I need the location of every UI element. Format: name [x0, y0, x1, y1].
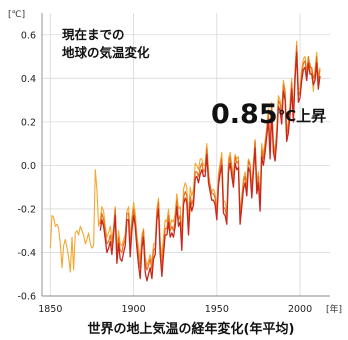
y-tick-label: 0.2 — [21, 117, 36, 128]
x-tick-label: 2000 — [288, 304, 312, 315]
y-tick-label: 0.0 — [21, 161, 36, 172]
axes: -0.6 -0.4 -0.2 0.0 0.2 0.4 0.6 1850 1900 1950 2000 — [17, 13, 330, 315]
y-axis-unit: [℃] — [8, 10, 25, 20]
y-tick-label: 0.4 — [21, 74, 36, 85]
chart-caption: 世界の地上気温の経年変化(年平均) — [88, 321, 295, 337]
rise-annotation-suffix: ℃上昇 — [278, 107, 326, 125]
x-tick-label: 1950 — [205, 304, 229, 315]
x-tick-label: 1850 — [38, 304, 62, 315]
chart-title-line-1: 現在までの — [62, 27, 125, 42]
series-line-3 — [99, 51, 321, 282]
chart-title: 現在までの 地球の気温変化 — [62, 27, 150, 60]
x-axis-unit: [年] — [326, 303, 342, 315]
y-tick-label: -0.4 — [17, 248, 36, 259]
x-tick-label: 1900 — [121, 304, 145, 315]
y-tick-label: -0.6 — [17, 292, 36, 303]
y-tick-label: 0.6 — [21, 30, 36, 41]
grid — [42, 13, 330, 297]
rise-annotation-value: 0.85 — [211, 99, 278, 130]
rise-annotation: 0.85 ℃上昇 — [211, 99, 326, 130]
y-tick-label: -0.2 — [17, 204, 36, 215]
series-group — [49, 40, 321, 282]
chart-title-line-2: 地球の気温変化 — [62, 45, 150, 60]
series-line-1 — [49, 40, 321, 273]
